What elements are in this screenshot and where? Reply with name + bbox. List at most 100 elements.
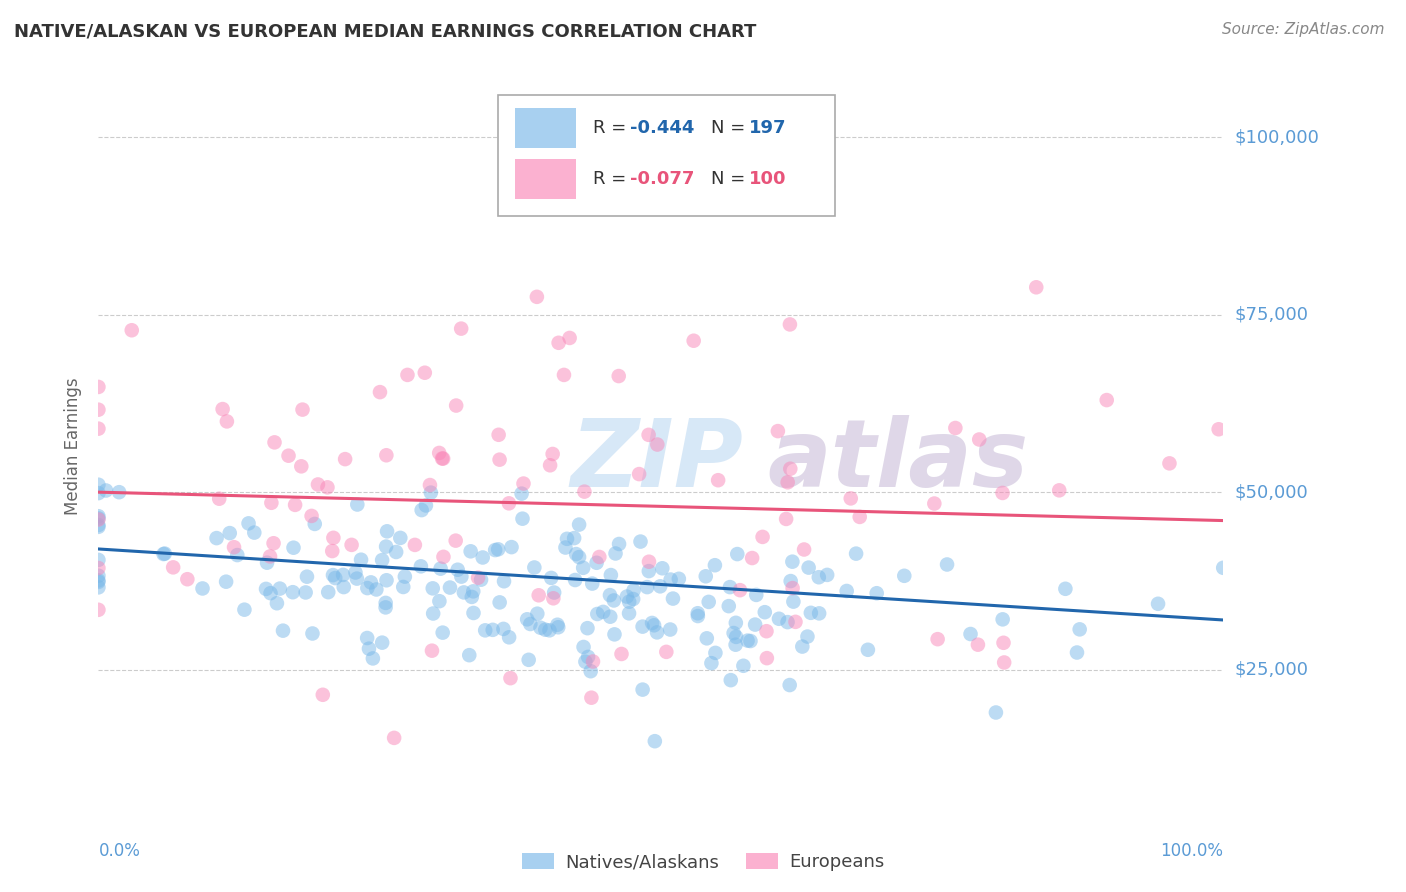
Point [782, 555, 804, 569]
Point [444, 399, 467, 413]
Point [419, 478, 441, 492]
Text: N =: N = [711, 119, 751, 136]
Point [779, 574, 801, 588]
Point [807, 570, 830, 584]
Point [290, 459, 312, 474]
Point [617, 607, 640, 621]
Point [523, 560, 546, 574]
Point [498, 496, 520, 510]
Point [576, 649, 599, 664]
Point [546, 617, 568, 632]
Point [610, 647, 633, 661]
Point [547, 335, 569, 350]
Point [993, 636, 1015, 650]
Point [385, 545, 408, 559]
Point [755, 651, 778, 665]
Point [707, 473, 730, 487]
Point [471, 550, 494, 565]
Point [697, 595, 720, 609]
Point [991, 486, 1014, 500]
Point [637, 427, 659, 442]
Text: $50,000: $50,000 [1234, 483, 1308, 501]
Point [291, 402, 314, 417]
Point [782, 581, 804, 595]
Point [87, 603, 110, 617]
Point [848, 509, 870, 524]
Point [222, 540, 245, 554]
Point [703, 558, 725, 573]
Point [87, 553, 110, 567]
Point [621, 592, 644, 607]
Point [430, 451, 453, 466]
Text: ZIP: ZIP [571, 415, 744, 507]
Point [368, 385, 391, 400]
Point [568, 517, 591, 532]
Point [581, 576, 603, 591]
Point [87, 561, 110, 575]
Point [374, 596, 396, 610]
Point [538, 624, 561, 638]
Point [238, 516, 260, 531]
Point [641, 615, 664, 630]
Point [254, 582, 277, 596]
Point [717, 599, 740, 614]
Text: -0.444: -0.444 [630, 119, 695, 136]
Point [501, 540, 523, 554]
Point [741, 551, 763, 566]
Point [488, 427, 510, 442]
Point [588, 549, 610, 564]
Point [420, 643, 443, 657]
Point [924, 497, 946, 511]
Point [779, 461, 801, 475]
Point [108, 485, 131, 500]
Point [776, 475, 799, 490]
Text: N =: N = [711, 170, 751, 188]
Point [529, 621, 551, 635]
Point [779, 678, 801, 692]
Point [562, 531, 585, 545]
Point [294, 585, 316, 599]
Point [87, 518, 110, 533]
Point [474, 624, 496, 638]
Point [389, 531, 412, 545]
Point [638, 555, 661, 569]
Point [607, 369, 630, 384]
Point [796, 630, 818, 644]
Point [243, 525, 266, 540]
Point [668, 572, 690, 586]
Point [375, 574, 398, 588]
Point [432, 549, 454, 564]
Point [87, 574, 110, 589]
Point [366, 582, 388, 597]
Point [492, 574, 515, 589]
Point [260, 496, 283, 510]
Point [356, 631, 378, 645]
Point [87, 568, 110, 582]
Point [404, 538, 426, 552]
Point [256, 556, 278, 570]
Text: R =: R = [593, 170, 633, 188]
Point [484, 543, 506, 558]
Point [607, 537, 630, 551]
Point [87, 486, 110, 500]
Point [744, 617, 766, 632]
Point [450, 321, 472, 335]
Point [371, 553, 394, 567]
Point [87, 402, 110, 417]
Text: 197: 197 [748, 119, 786, 136]
Point [700, 656, 723, 670]
Point [623, 583, 645, 598]
Point [322, 531, 344, 545]
Point [603, 627, 626, 641]
Point [527, 588, 550, 602]
Point [553, 368, 575, 382]
Point [555, 532, 578, 546]
Point [775, 512, 797, 526]
Point [579, 664, 602, 678]
Point [411, 503, 433, 517]
Point [301, 508, 323, 523]
Point [659, 623, 682, 637]
Point [356, 581, 378, 595]
Legend: Natives/Alaskans, Europeans: Natives/Alaskans, Europeans [515, 846, 891, 879]
Point [993, 656, 1015, 670]
